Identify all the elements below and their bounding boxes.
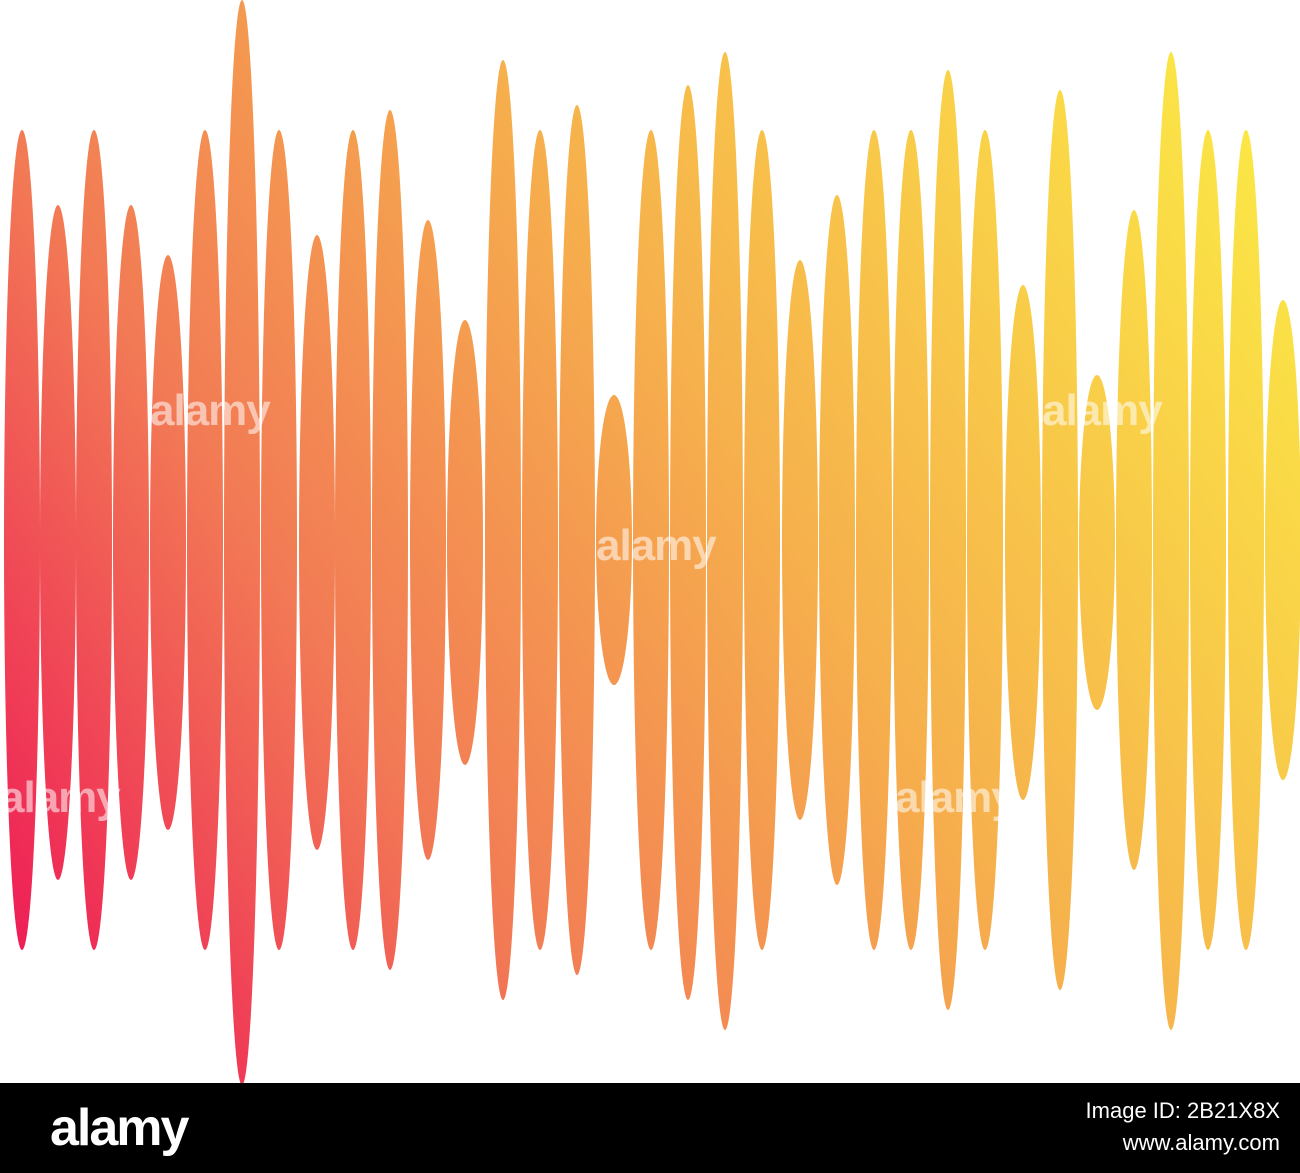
watermark: alamy bbox=[0, 773, 121, 822]
wave-spike bbox=[113, 205, 149, 880]
wave-spike bbox=[596, 395, 632, 685]
wave-spike bbox=[744, 130, 780, 950]
wave-spike bbox=[707, 52, 743, 1030]
wave-spike bbox=[1228, 130, 1264, 950]
wave-spike bbox=[40, 205, 76, 880]
wave-spike bbox=[670, 85, 706, 1000]
wave-spike bbox=[967, 130, 1003, 950]
wave-spike bbox=[372, 110, 408, 970]
wave-spike bbox=[76, 130, 112, 950]
watermark: alamy bbox=[596, 521, 717, 570]
footer-logo: alamy bbox=[50, 1099, 190, 1157]
wave-spike bbox=[782, 260, 818, 820]
wave-spike bbox=[261, 130, 297, 950]
wave-spike bbox=[485, 60, 521, 1000]
wave-spike bbox=[856, 130, 892, 950]
wave-spike bbox=[150, 255, 186, 830]
wave-spike bbox=[930, 70, 966, 1010]
wave-spike bbox=[1190, 130, 1226, 950]
wave-spike bbox=[633, 130, 669, 950]
wave-spike bbox=[335, 130, 371, 950]
wave-spike bbox=[1116, 210, 1152, 870]
wave-spike bbox=[1153, 52, 1189, 1030]
wave-spike bbox=[1079, 375, 1115, 710]
wave-spike bbox=[819, 195, 855, 885]
wave-spike bbox=[187, 130, 223, 950]
wave-spike bbox=[522, 130, 558, 950]
image-id: Image ID: 2B21X8X bbox=[1086, 1098, 1281, 1123]
wave-spike bbox=[224, 0, 260, 1085]
wave-spike bbox=[299, 235, 335, 850]
sound-wave bbox=[4, 0, 1300, 1085]
wave-spike bbox=[893, 130, 929, 950]
wave-spike bbox=[447, 320, 483, 765]
wave-spike bbox=[4, 130, 40, 950]
wave-spike bbox=[559, 105, 595, 975]
wave-spike bbox=[1042, 90, 1078, 990]
footer-url: www.alamy.com bbox=[1122, 1130, 1280, 1155]
watermark: alamy bbox=[895, 773, 1016, 822]
watermark: alamy bbox=[150, 386, 271, 435]
watermark: alamy bbox=[1042, 386, 1163, 435]
footer-bar bbox=[0, 1083, 1300, 1173]
wave-spike bbox=[1005, 285, 1041, 800]
wave-spike bbox=[1265, 300, 1300, 780]
watermarks: alamy alamy alamy alamy alamy bbox=[0, 386, 1164, 822]
wave-spike bbox=[410, 220, 446, 860]
